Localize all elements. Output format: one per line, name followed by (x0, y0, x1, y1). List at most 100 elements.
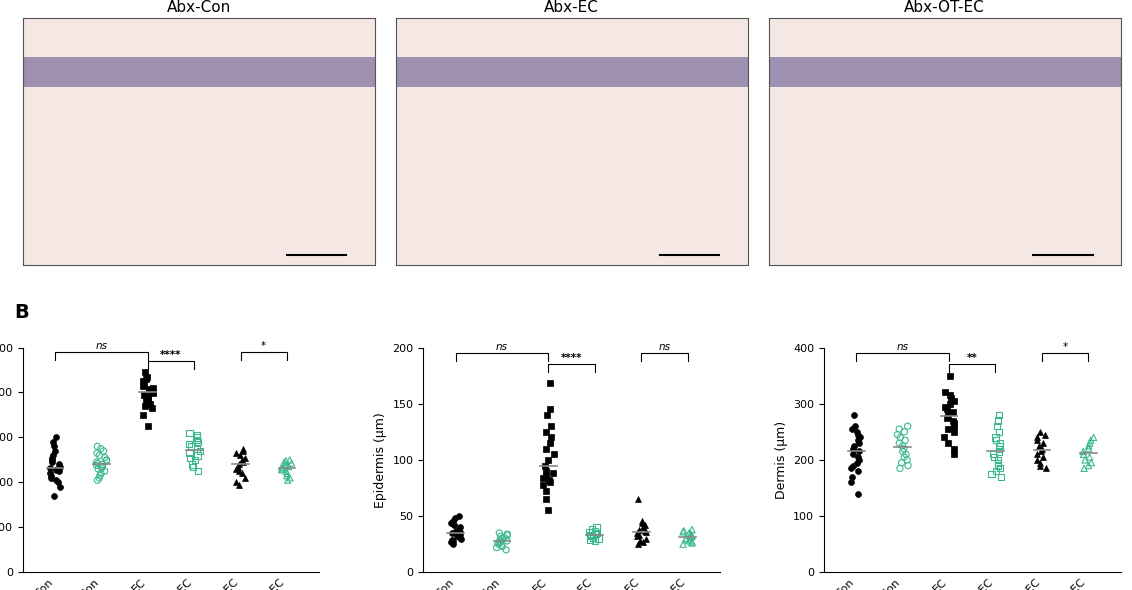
Point (942, 371, 960, 381)
Point (1034, 453, 1052, 462)
Point (1031, 458, 1049, 467)
Point (1075, 464, 1094, 473)
Point (94, 446, 112, 455)
Point (586, 536, 604, 546)
Point (93, 463, 111, 473)
Point (134, 376, 152, 386)
Y-axis label: Dermis (μm): Dermis (μm) (774, 421, 788, 499)
Point (590, 534, 608, 543)
Point (451, 530, 469, 540)
Point (491, 532, 509, 541)
Point (180, 428, 198, 438)
Point (894, 447, 912, 456)
Point (1081, 438, 1099, 448)
Point (681, 533, 700, 542)
Point (534, 480, 552, 489)
Point (498, 529, 516, 539)
Point (989, 444, 1007, 453)
Point (1074, 450, 1092, 459)
Point (448, 532, 466, 541)
Point (588, 523, 606, 532)
Point (582, 532, 600, 541)
Point (848, 458, 866, 467)
Point (144, 404, 162, 413)
Point (282, 458, 300, 468)
Point (537, 471, 555, 480)
Point (50, 460, 68, 469)
Point (97, 455, 115, 465)
Point (941, 391, 959, 400)
Point (235, 473, 254, 483)
Point (43, 455, 61, 465)
Point (945, 419, 963, 428)
Point (844, 444, 863, 453)
Point (989, 427, 1007, 437)
Point (278, 476, 297, 485)
Point (490, 528, 508, 537)
Point (581, 527, 599, 536)
Point (88, 459, 106, 468)
Point (1080, 444, 1098, 453)
Point (581, 535, 599, 545)
Point (277, 456, 295, 466)
Point (849, 467, 867, 476)
Point (189, 451, 207, 460)
Point (942, 394, 960, 403)
Point (137, 374, 155, 384)
Point (1031, 427, 1049, 437)
Point (137, 396, 155, 406)
Point (144, 384, 162, 393)
Point (1034, 444, 1052, 453)
Point (492, 540, 511, 550)
Point (1034, 438, 1052, 448)
Point (1082, 435, 1100, 445)
Point (230, 467, 248, 476)
Point (940, 424, 958, 434)
Point (894, 444, 912, 453)
Point (631, 536, 649, 546)
Point (273, 463, 291, 472)
Point (494, 534, 512, 543)
Text: *: * (1063, 342, 1067, 352)
Point (544, 468, 563, 478)
Point (634, 537, 652, 547)
Point (581, 530, 599, 540)
Point (97, 456, 115, 466)
Point (538, 494, 556, 504)
Point (443, 535, 461, 545)
Point (139, 392, 157, 402)
Point (280, 462, 298, 471)
Point (186, 455, 204, 465)
Point (584, 533, 602, 542)
Point (989, 461, 1007, 470)
Point (544, 450, 563, 459)
Point (537, 427, 555, 437)
Point (44, 437, 62, 447)
Point (634, 523, 652, 532)
Point (234, 457, 252, 467)
Point (49, 478, 67, 487)
Point (628, 528, 646, 537)
Point (139, 421, 157, 431)
Point (990, 464, 1009, 473)
Point (945, 444, 963, 453)
Point (683, 525, 701, 535)
Point (844, 450, 863, 459)
Point (92, 468, 110, 478)
Point (46, 446, 65, 455)
Point (629, 494, 648, 504)
Point (48, 476, 66, 485)
Point (274, 464, 292, 474)
Point (235, 453, 254, 463)
Point (42, 473, 60, 483)
Point (41, 463, 59, 473)
Point (444, 539, 462, 549)
Point (228, 448, 246, 458)
Point (944, 416, 962, 425)
Point (180, 448, 198, 458)
Text: ns: ns (659, 342, 670, 352)
Title: Abx-OT-EC: Abx-OT-EC (904, 0, 985, 15)
Point (41, 468, 59, 478)
Bar (396, 57, 747, 87)
Point (275, 457, 293, 467)
